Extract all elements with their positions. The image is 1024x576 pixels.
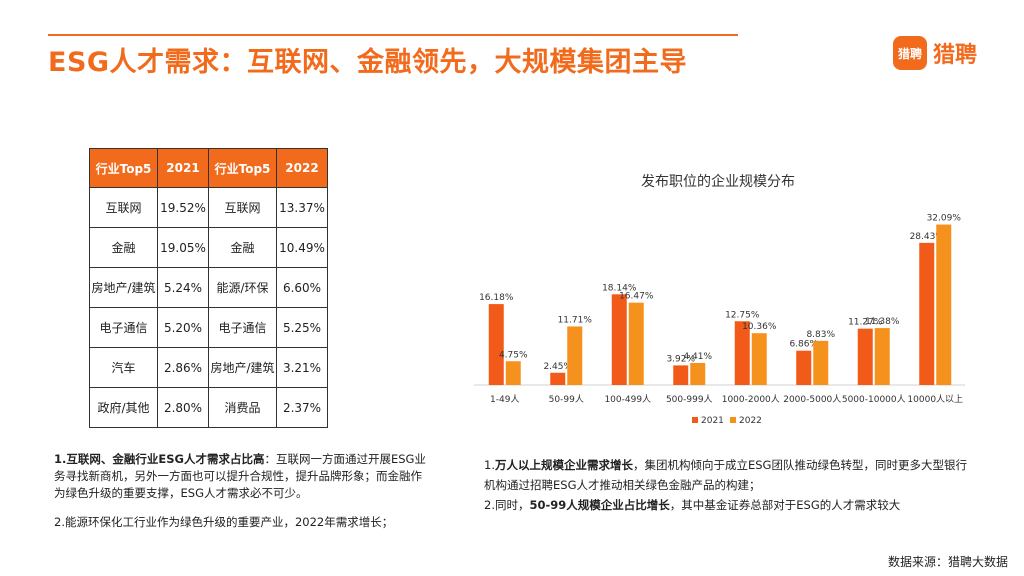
bar-2021-2	[611, 294, 627, 385]
table-cell: 房地产/建筑	[208, 347, 277, 388]
note-right-1-text: ，集团机构倾向于成立ESG团队推动绿色转型，同时更多大型银行机构通过招聘ESG人…	[484, 458, 967, 492]
note-right-1: 1.万人以上规模企业需求增长，集团机构倾向于成立ESG团队推动绿色转型，同时更多…	[484, 455, 974, 495]
data-label-2022-6: 11.38%	[865, 317, 900, 327]
data-label-2021-5: 6.86%	[789, 340, 818, 350]
table-cell: 政府/其他	[89, 387, 158, 428]
x-tick-label: 1000-2000人	[722, 394, 780, 405]
table-cell: 2.80%	[157, 387, 209, 428]
note-right-2-bold: 50-99人规模企业占比增长	[529, 498, 670, 512]
bar-2021-6	[857, 328, 873, 385]
note-left-1-text: ：互联网一方面通过开展ESG业务寻找新商机，另外一方面也可以提升合规性，提升品牌…	[54, 452, 426, 500]
note-left-1-bold: 1.互联网、金融行业ESG人才需求占比高	[54, 452, 265, 466]
bar-2022-6	[874, 328, 890, 385]
data-label-2022-2: 16.47%	[619, 292, 654, 302]
table-header-cell: 2021	[157, 148, 209, 188]
notes-right: 1.万人以上规模企业需求增长，集团机构倾向于成立ESG团队推动绿色转型，同时更多…	[484, 455, 974, 515]
bar-2022-5	[813, 340, 829, 385]
chart-title: 发布职位的企业规模分布	[641, 173, 795, 190]
bar-2022-1	[567, 326, 583, 385]
data-label-2022-5: 8.83%	[806, 330, 835, 340]
table-row: 政府/其他 2.80% 消费品 2.37%	[89, 387, 328, 428]
table-cell: 10.49%	[276, 227, 328, 268]
table-cell: 5.24%	[157, 267, 209, 308]
bar-2021-7	[919, 242, 935, 385]
table-cell: 5.20%	[157, 307, 209, 348]
table-cell: 3.21%	[276, 347, 328, 388]
bars-group: 16.18%4.75%1-49人2.45%11.71%50-99人18.14%1…	[479, 214, 963, 405]
table-cell: 房地产/建筑	[89, 267, 158, 308]
table-row: 互联网 19.52% 互联网 13.37%	[89, 187, 328, 228]
chart-legend: 2021 2022	[692, 416, 762, 426]
x-tick-label: 10000人以上	[907, 394, 963, 405]
data-label-2021-2: 18.14%	[602, 283, 637, 293]
table-header-cell: 行业Top5	[208, 148, 277, 188]
x-tick-label: 5000-10000人	[842, 394, 906, 405]
data-label-2021-6: 11.27%	[848, 318, 883, 328]
data-label-2021-0: 16.18%	[479, 293, 514, 303]
note-right-2-prefix: 2.同时，	[484, 498, 530, 512]
note-right-2: 2.同时，50-99人规模企业占比增长，其中基金证券总部对于ESG的人才需求较大	[484, 495, 974, 515]
data-label-2022-3: 4.41%	[683, 352, 712, 362]
data-label-2022-4: 10.36%	[742, 322, 777, 332]
table-cell: 19.05%	[157, 227, 209, 268]
note-right-1-bold: 万人以上规模企业需求增长	[494, 458, 633, 472]
legend-swatch-2022	[730, 417, 736, 423]
bar-2022-4	[751, 333, 767, 385]
note-left-2: 2.能源环保化工行业作为绿色升级的重要产业，2022年需求增长；	[54, 514, 432, 531]
x-tick-label: 500-999人	[666, 394, 713, 405]
table-row: 房地产/建筑 5.24% 能源/环保 6.60%	[89, 267, 328, 308]
table-cell: 金融	[89, 227, 158, 268]
note-right-2-text: ，其中基金证券总部对于ESG的人才需求较大	[669, 498, 901, 512]
data-label-2022-7: 32.09%	[927, 214, 962, 224]
page-title: ESG人才需求：互联网、金融领先，大规模集团主导	[48, 47, 688, 78]
bar-2021-5	[796, 350, 812, 385]
liepin-logo: 猎聘 猎聘	[893, 36, 977, 70]
bar-2022-2	[628, 302, 644, 385]
table-cell: 2.86%	[157, 347, 209, 388]
data-source: 数据来源：猎聘大数据	[888, 555, 1009, 569]
bar-2021-1	[550, 372, 566, 385]
industry-top5-table: 行业Top5 2021 行业Top5 2022 互联网 19.52% 互联网 1…	[89, 148, 328, 428]
data-label-2021-4: 12.75%	[725, 310, 760, 320]
logo-text: 猎聘	[933, 43, 978, 68]
x-tick-label: 2000-5000人	[783, 394, 841, 405]
legend-label-2022: 2022	[739, 416, 762, 426]
data-label-2021-3: 3.92%	[666, 354, 695, 364]
x-tick-label: 1-49人	[490, 394, 519, 405]
logo-mark: 猎聘	[893, 36, 927, 70]
table-header-row: 行业Top5 2021 行业Top5 2022	[89, 148, 328, 188]
data-label-2021-1: 2.45%	[543, 362, 572, 372]
table-cell: 13.37%	[276, 187, 328, 228]
data-label-2021-7: 28.43%	[910, 232, 945, 242]
table-row: 金融 19.05% 金融 10.49%	[89, 227, 328, 268]
bar-2022-3	[690, 362, 706, 385]
table-header-cell: 2022	[276, 148, 328, 188]
table-cell: 6.60%	[276, 267, 328, 308]
table-cell: 消费品	[208, 387, 277, 428]
data-label-2022-1: 11.71%	[558, 315, 593, 325]
legend-swatch-2021	[692, 417, 698, 423]
table-cell: 能源/环保	[208, 267, 277, 308]
note-right-1-prefix: 1.	[484, 458, 495, 472]
bar-2022-0	[505, 361, 521, 385]
notes-left: 1.互联网、金融行业ESG人才需求占比高：互联网一方面通过开展ESG业务寻找新商…	[54, 451, 432, 531]
x-tick-label: 50-99人	[549, 394, 584, 405]
note-left-2-text: 2.能源环保化工行业作为绿色升级的重要产业，2022年需求增长；	[54, 515, 394, 529]
table-row: 汽车 2.86% 房地产/建筑 3.21%	[89, 347, 328, 388]
bar-2021-3	[673, 365, 689, 385]
bar-2022-7	[936, 224, 952, 385]
note-left-1: 1.互联网、金融行业ESG人才需求占比高：互联网一方面通过开展ESG业务寻找新商…	[54, 451, 432, 502]
table-header-cell: 行业Top5	[89, 148, 158, 188]
x-tick-label: 100-499人	[604, 394, 651, 405]
data-label-2022-0: 4.75%	[499, 350, 528, 360]
table-cell: 2.37%	[276, 387, 328, 428]
table-cell: 19.52%	[157, 187, 209, 228]
legend-label-2021: 2021	[701, 416, 724, 426]
bar-2021-4	[734, 321, 750, 385]
bar-2021-0	[488, 304, 504, 385]
title-accent-line	[48, 34, 738, 36]
